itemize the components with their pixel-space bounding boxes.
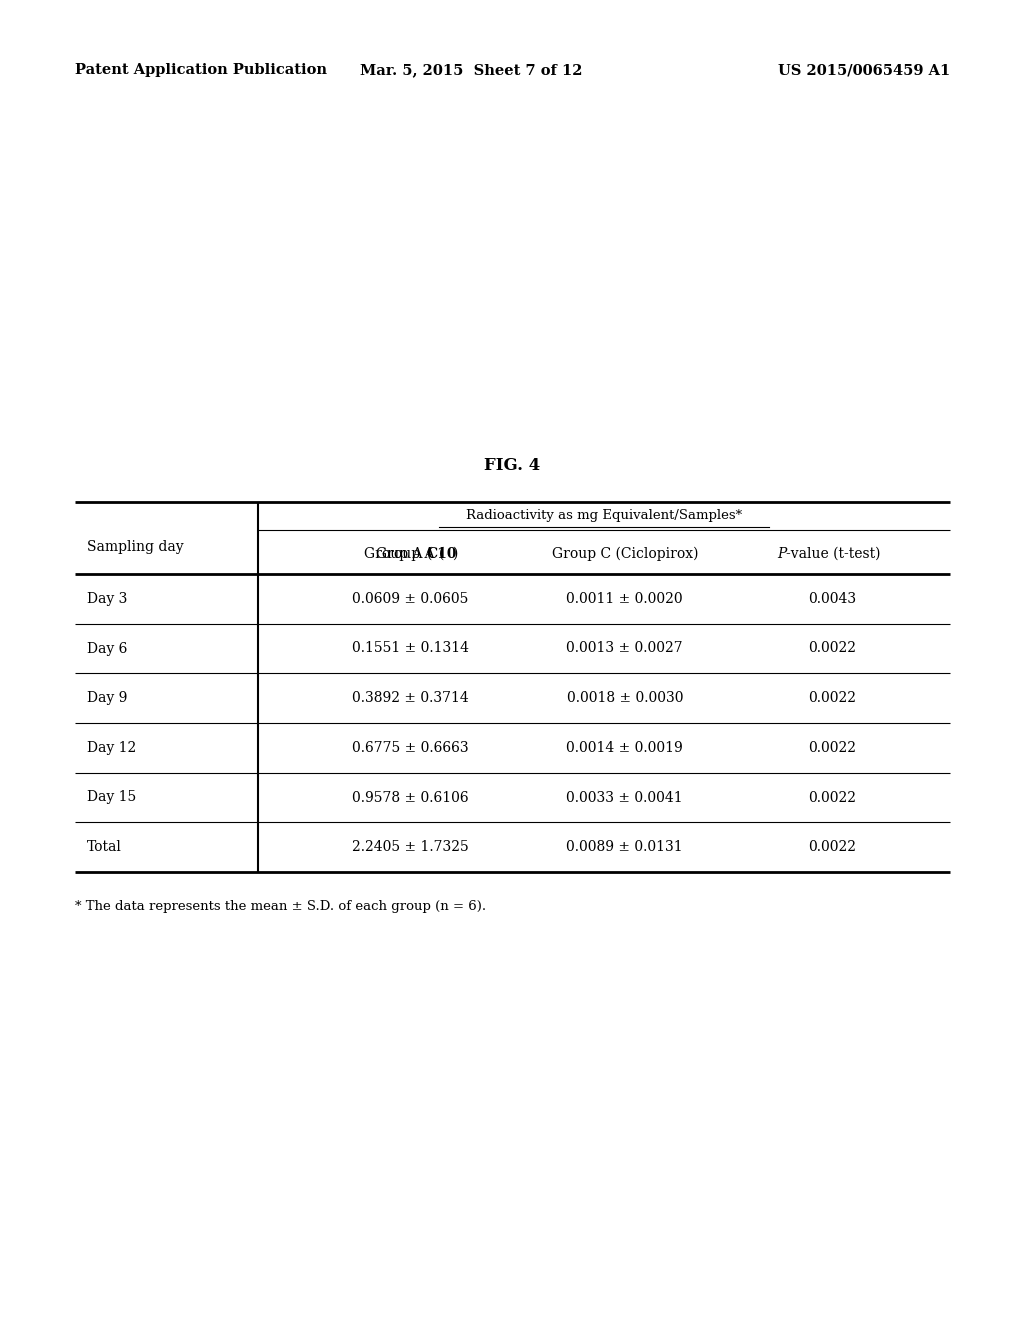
Text: Day 15: Day 15 (87, 791, 136, 804)
Text: 0.1551 ± 0.1314: 0.1551 ± 0.1314 (351, 642, 469, 656)
Text: 0.0089 ± 0.0131: 0.0089 ± 0.0131 (566, 840, 683, 854)
Text: FIG. 4: FIG. 4 (484, 457, 540, 474)
Text: C10: C10 (426, 546, 457, 561)
Text: 0.0013 ± 0.0027: 0.0013 ± 0.0027 (566, 642, 683, 656)
Text: Day 12: Day 12 (87, 741, 136, 755)
Text: 0.9578 ± 0.6106: 0.9578 ± 0.6106 (352, 791, 469, 804)
Text: ): ) (453, 546, 458, 561)
Text: 0.0011 ± 0.0020: 0.0011 ± 0.0020 (566, 591, 683, 606)
Text: Group A (: Group A ( (365, 546, 432, 561)
Text: 0.0033 ± 0.0041: 0.0033 ± 0.0041 (566, 791, 683, 804)
Text: 0.0043: 0.0043 (808, 591, 856, 606)
Text: Group C (Ciclopirox): Group C (Ciclopirox) (552, 546, 698, 561)
Text: 2.2405 ± 1.7325: 2.2405 ± 1.7325 (352, 840, 469, 854)
Text: 0.0022: 0.0022 (808, 741, 856, 755)
Text: Day 9: Day 9 (87, 692, 127, 705)
Text: 0.0609 ± 0.0605: 0.0609 ± 0.0605 (352, 591, 468, 606)
Text: Radioactivity as mg Equivalent/Samples*: Radioactivity as mg Equivalent/Samples* (466, 510, 742, 523)
Text: Mar. 5, 2015  Sheet 7 of 12: Mar. 5, 2015 Sheet 7 of 12 (359, 63, 583, 77)
Text: US 2015/0065459 A1: US 2015/0065459 A1 (778, 63, 950, 77)
Text: Sampling day: Sampling day (87, 540, 183, 554)
Text: 0.0022: 0.0022 (808, 791, 856, 804)
Text: * The data represents the mean ± S.D. of each group (n = 6).: * The data represents the mean ± S.D. of… (75, 900, 486, 913)
Text: 0.0018 ± 0.0030: 0.0018 ± 0.0030 (566, 692, 683, 705)
Text: Day 6: Day 6 (87, 642, 127, 656)
Text: 0.0014 ± 0.0019: 0.0014 ± 0.0019 (566, 741, 683, 755)
Text: 0.0022: 0.0022 (808, 642, 856, 656)
Text: 0.3892 ± 0.3714: 0.3892 ± 0.3714 (352, 692, 469, 705)
Text: Day 3: Day 3 (87, 591, 127, 606)
Text: Group A (: Group A ( (376, 546, 444, 561)
Text: Total: Total (87, 840, 122, 854)
Text: 0.0022: 0.0022 (808, 692, 856, 705)
Text: Patent Application Publication: Patent Application Publication (75, 63, 327, 77)
Text: -value (t-test): -value (t-test) (786, 546, 881, 561)
Text: P: P (777, 546, 786, 561)
Text: 0.6775 ± 0.6663: 0.6775 ± 0.6663 (352, 741, 469, 755)
Text: 0.0022: 0.0022 (808, 840, 856, 854)
